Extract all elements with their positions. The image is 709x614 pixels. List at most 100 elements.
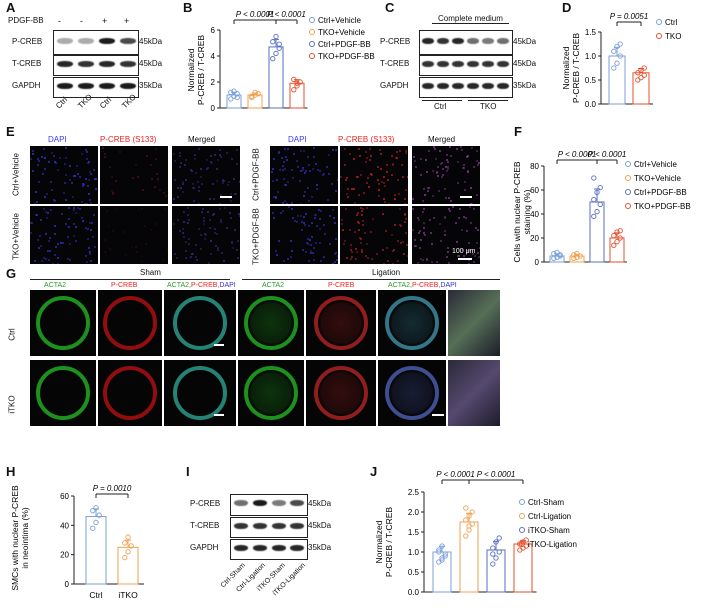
data-point (617, 41, 623, 47)
nucleus-dot (38, 247, 41, 250)
nucleus-dot (196, 258, 199, 261)
nucleus-dot (167, 247, 168, 250)
nucleus-dot (69, 165, 72, 168)
nucleus-dot (179, 151, 182, 154)
bar (513, 543, 533, 593)
data-point (611, 242, 617, 248)
nucleus-dot (87, 238, 90, 241)
nucleus-dot (42, 173, 45, 176)
nucleus-dot (322, 224, 325, 227)
nucleus-dot (191, 170, 194, 173)
nucleus-dot (325, 166, 328, 169)
nucleus-dot (353, 158, 356, 161)
nucleus-dot (39, 244, 42, 247)
j-ylabel: NormalizedP-CREB / T-CREB (374, 507, 394, 578)
nucleus-dot (383, 185, 386, 188)
nucleus-dot (437, 174, 440, 177)
nucleus-dot (392, 248, 395, 251)
b-ylabel-line: P-CREB / T-CREB (196, 35, 206, 106)
nucleus-dot (227, 183, 230, 186)
nucleus-dot (478, 246, 480, 249)
vessel-ring (314, 296, 368, 350)
b-legend-marker (309, 53, 315, 59)
nucleus-dot (320, 210, 323, 213)
nucleus-dot (85, 203, 88, 204)
nucleus-dot (360, 206, 363, 209)
j-legend-marker (519, 499, 525, 505)
g-acta2-1: ACTA2 (44, 282, 67, 289)
nucleus-dot (276, 254, 279, 257)
nucleus-dot (314, 213, 317, 216)
f-legend-marker (625, 203, 631, 209)
scale-bar (214, 344, 224, 346)
nucleus-dot (357, 212, 360, 215)
nucleus-dot (293, 219, 296, 222)
tissue-tile (30, 360, 96, 426)
f-sig-2-text: P < 0.0001 (588, 150, 627, 159)
vessel-ring (385, 296, 439, 350)
nucleus-dot (318, 169, 321, 172)
nucleus-dot (456, 254, 459, 257)
nucleus-dot (421, 258, 424, 261)
data-point (252, 89, 258, 96)
nucleus-dot (315, 242, 318, 245)
nucleus-dot (203, 220, 206, 223)
nucleus-dot (186, 207, 189, 210)
nucleus-dot (86, 261, 89, 264)
blot-band (234, 545, 248, 551)
nucleus-dot (201, 210, 204, 213)
nucleus-dot (307, 155, 310, 158)
data-point (442, 551, 448, 557)
nucleus-dot (54, 253, 57, 256)
nucleus-dot (337, 178, 338, 181)
e-row-tko-vehicle: TKO+Vehicle (11, 213, 21, 260)
nucleus-dot (177, 218, 180, 221)
nucleus-dot (142, 188, 145, 191)
nucleus-dot (33, 259, 36, 262)
nucleus-dot (275, 250, 278, 253)
nucleus-dot (48, 160, 51, 163)
vessel-ring (173, 296, 227, 350)
nucleus-dot (455, 147, 458, 150)
nucleus-dot (334, 261, 337, 264)
nucleus-dot (351, 188, 354, 191)
nucleus-dot (30, 231, 33, 234)
nucleus-dot (209, 218, 212, 221)
nucleus-dot (359, 174, 362, 177)
nucleus-dot (283, 161, 286, 164)
nucleus-dot (237, 256, 240, 259)
nucleus-dot (311, 195, 314, 198)
nucleus-dot (312, 259, 315, 262)
nucleus-dot (446, 246, 449, 249)
nucleus-dot (319, 259, 322, 262)
nucleus-dot (465, 155, 468, 158)
blot-band (290, 500, 304, 506)
micrograph-tile (340, 206, 408, 264)
nucleus-dot (200, 175, 203, 178)
pdgf-sign: + (102, 16, 108, 26)
nucleus-dot (216, 180, 219, 183)
nucleus-dot (301, 248, 304, 251)
data-point (551, 250, 557, 257)
e-col-pcreb-r: P-CREB (S133) (338, 135, 395, 144)
y-tick-label: 2.0 (408, 508, 420, 517)
nucleus-dot (367, 186, 370, 189)
nucleus-dot (44, 196, 47, 199)
nucleus-dot (81, 184, 84, 187)
nucleus-dot (212, 197, 215, 200)
nucleus-dot (223, 207, 226, 210)
nucleus-dot (474, 226, 477, 229)
nucleus-dot (419, 229, 422, 232)
nucleus-dot (38, 181, 41, 183)
i-kda-3: 35kDa (308, 543, 332, 552)
nucleus-dot (84, 202, 87, 204)
blot-band (452, 61, 464, 67)
blot-band (99, 38, 115, 44)
d-legend-marker (656, 19, 662, 25)
nucleus-dot (343, 243, 346, 246)
nucleus-dot (308, 164, 311, 167)
micrograph-tile (172, 146, 240, 204)
nucleus-dot (80, 153, 83, 155)
nucleus-dot (291, 177, 294, 180)
data-point (273, 50, 279, 57)
